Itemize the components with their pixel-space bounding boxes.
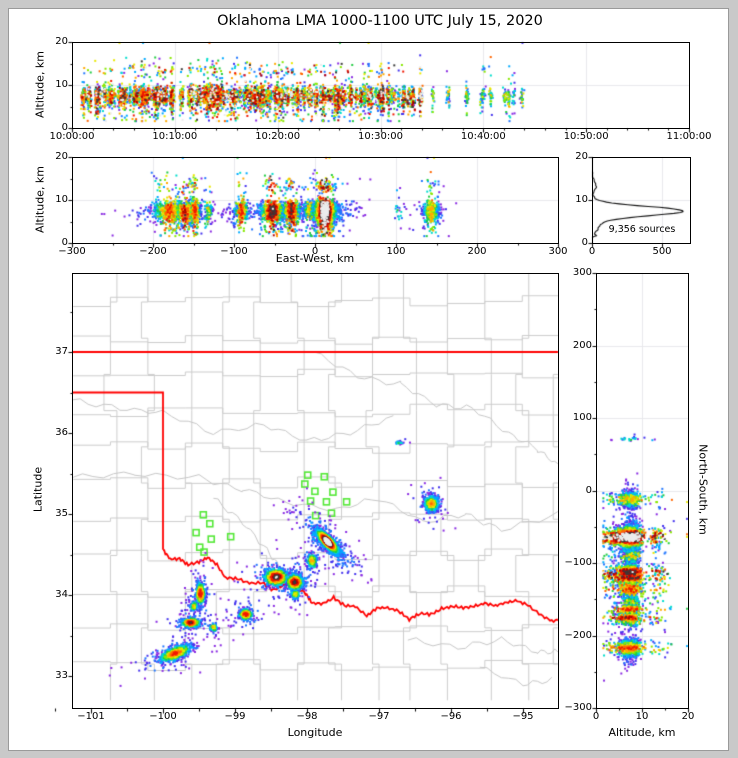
- ew-tick-label: −200: [139, 246, 167, 257]
- altitude-tick-label: 10: [635, 711, 649, 722]
- ew-tick-label: 100: [386, 246, 406, 257]
- ew-tick-label: 200: [467, 246, 487, 257]
- ylabel-map: Latitude: [31, 466, 45, 513]
- altitude-tick-label: 20: [681, 711, 695, 722]
- latitude-tick-label: 36: [55, 427, 68, 438]
- altitude-tick-label: 20: [575, 151, 588, 162]
- time-tick-label: 10:50:00: [563, 131, 609, 142]
- latitude-tick-label: 37: [55, 346, 68, 357]
- ns-tick-label: −100: [564, 557, 592, 568]
- latitude-tick-label: 34: [55, 589, 68, 600]
- ns-tick-label: 200: [572, 339, 592, 351]
- altitude-tick-label: 10: [55, 79, 68, 90]
- page-title: Oklahoma LMA 1000-1100 UTC July 15, 2020: [217, 13, 543, 29]
- time-tick-label: 10:20:00: [255, 131, 301, 142]
- ns-tick-label: −300: [564, 702, 592, 713]
- hist-count-tick-label: 0: [588, 246, 596, 257]
- xlabel-ns-altitude: Altitude, km: [608, 726, 676, 739]
- longitude-tick-label: −95: [512, 711, 534, 722]
- ew-tick-label: −100: [220, 246, 248, 257]
- ew-tick-label: 300: [548, 246, 568, 257]
- altitude-tick-label: 20: [55, 36, 68, 47]
- ns-tick-label: 300: [572, 267, 592, 278]
- ew-tick-label: 0: [311, 246, 319, 257]
- longitude-tick-label: −101: [77, 711, 105, 722]
- time-tick-label: 10:00:00: [49, 131, 95, 142]
- ns-tick-label: −200: [564, 629, 592, 641]
- xlabel-map: Longitude: [287, 726, 343, 739]
- longitude-tick-label: −98: [296, 711, 318, 722]
- ns-tick-label: 0: [585, 484, 592, 496]
- ns-tick-label: 100: [572, 412, 592, 423]
- latitude-tick-label: 33: [55, 670, 68, 681]
- altitude-tick-label: 0: [592, 711, 600, 722]
- ew-tick-label: −300: [58, 246, 86, 257]
- sources-count-annotation: 9,356 sources: [608, 224, 676, 235]
- altitude-tick-label: 0: [61, 122, 68, 133]
- hist-count-tick-label: 500: [652, 246, 672, 257]
- altitude-tick-label: 0: [61, 237, 68, 248]
- altitude-tick-label: 20: [55, 151, 68, 162]
- ylabel-ns-altitude-right: North-South, km: [696, 444, 710, 535]
- longitude-tick-label: −100: [149, 711, 177, 722]
- longitude-tick-label: −97: [368, 711, 390, 722]
- altitude-tick-label: 10: [575, 194, 588, 205]
- altitude-tick-label: 0: [581, 237, 588, 248]
- time-tick-label: 11:00:00: [666, 131, 712, 142]
- longitude-tick-label: −99: [224, 711, 246, 722]
- altitude-tick-label: 10: [55, 194, 68, 205]
- time-tick-label: 10:30:00: [358, 131, 403, 142]
- latitude-tick-label: 35: [55, 508, 68, 519]
- time-tick-label: 10:10:00: [152, 131, 198, 142]
- xlabel-ew-altitude: East-West, km: [275, 252, 355, 265]
- longitude-tick-label: −96: [440, 711, 462, 722]
- time-tick-label: 10:40:00: [460, 131, 506, 142]
